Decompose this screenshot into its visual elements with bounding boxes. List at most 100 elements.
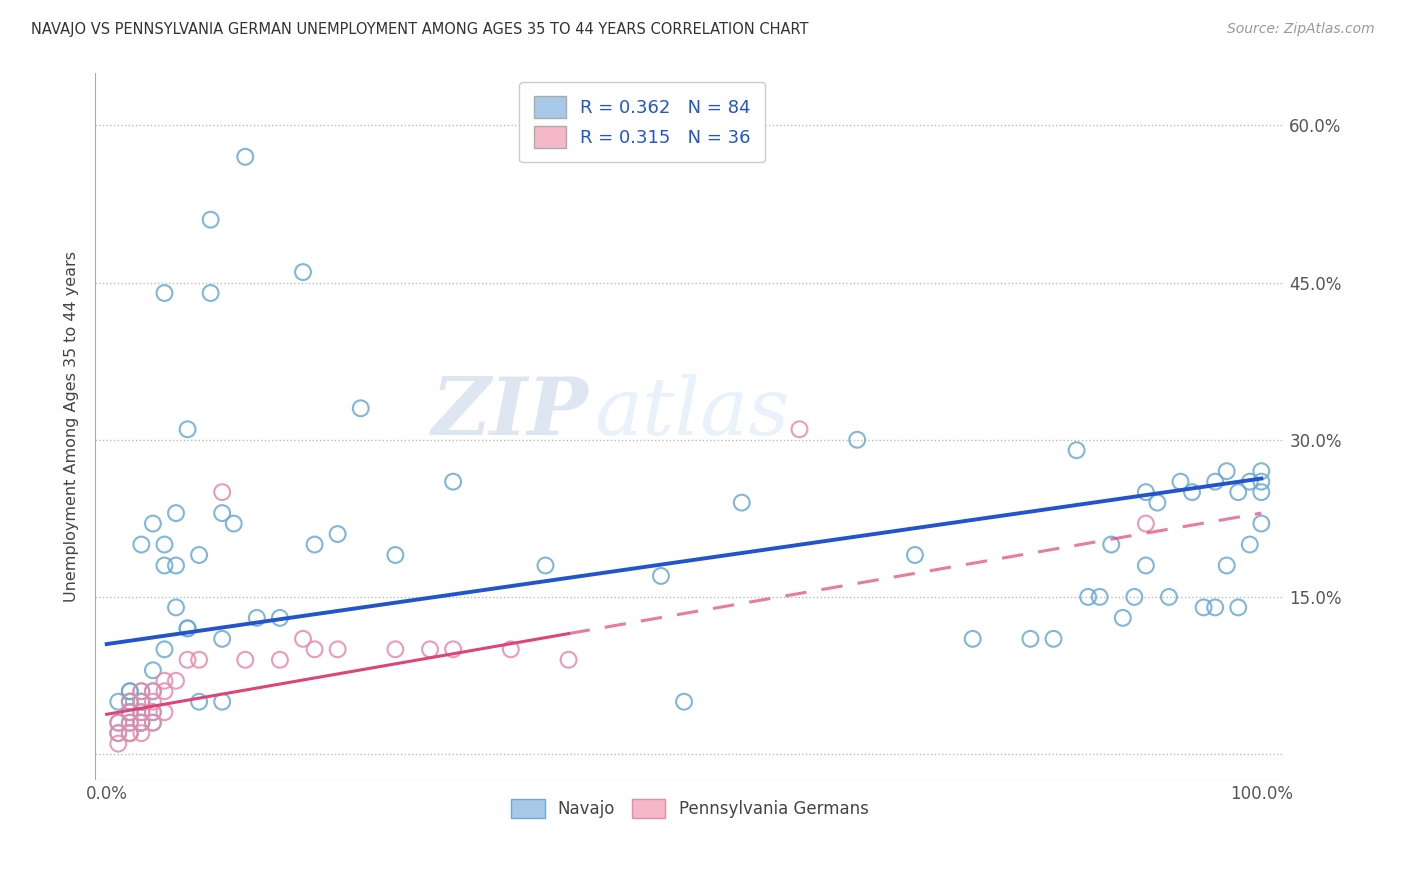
Point <box>233 150 256 164</box>
Point <box>211 506 233 520</box>
Point <box>441 642 464 657</box>
Point <box>233 653 256 667</box>
Point <box>1250 485 1272 500</box>
Point <box>118 705 141 719</box>
Point <box>534 558 557 573</box>
Point <box>1019 632 1042 646</box>
Point <box>176 621 198 635</box>
Point <box>211 485 233 500</box>
Point <box>846 433 869 447</box>
Point <box>384 642 406 657</box>
Point <box>673 695 696 709</box>
Point <box>131 715 153 730</box>
Point <box>1250 475 1272 489</box>
Point <box>131 726 153 740</box>
Point <box>246 611 269 625</box>
Point <box>1135 516 1157 531</box>
Point <box>131 715 153 730</box>
Point <box>153 642 176 657</box>
Point <box>142 684 165 698</box>
Point <box>165 558 187 573</box>
Point <box>176 653 198 667</box>
Point <box>131 695 153 709</box>
Point <box>118 726 141 740</box>
Point <box>1042 632 1064 646</box>
Point <box>1239 537 1261 551</box>
Point <box>118 684 141 698</box>
Point <box>1250 516 1272 531</box>
Point <box>131 684 153 698</box>
Point <box>650 569 672 583</box>
Legend: Navajo, Pennsylvania Germans: Navajo, Pennsylvania Germans <box>505 792 875 825</box>
Point <box>142 715 165 730</box>
Point <box>211 632 233 646</box>
Point <box>1181 485 1204 500</box>
Point <box>118 726 141 740</box>
Point <box>557 653 579 667</box>
Point <box>731 495 754 509</box>
Point <box>107 726 129 740</box>
Point <box>222 516 245 531</box>
Point <box>176 621 198 635</box>
Point <box>107 715 129 730</box>
Point <box>326 642 349 657</box>
Point <box>131 695 153 709</box>
Point <box>142 695 165 709</box>
Point <box>1239 475 1261 489</box>
Point <box>304 537 326 551</box>
Y-axis label: Unemployment Among Ages 35 to 44 years: Unemployment Among Ages 35 to 44 years <box>65 252 79 602</box>
Point <box>188 695 211 709</box>
Point <box>118 684 141 698</box>
Text: NAVAJO VS PENNSYLVANIA GERMAN UNEMPLOYMENT AMONG AGES 35 TO 44 YEARS CORRELATION: NAVAJO VS PENNSYLVANIA GERMAN UNEMPLOYME… <box>31 22 808 37</box>
Point <box>118 715 141 730</box>
Point <box>962 632 984 646</box>
Point <box>153 673 176 688</box>
Point <box>165 506 187 520</box>
Point <box>153 537 176 551</box>
Point <box>269 653 291 667</box>
Point <box>384 548 406 562</box>
Point <box>142 684 165 698</box>
Point <box>789 422 811 436</box>
Point <box>1088 590 1111 604</box>
Point <box>118 705 141 719</box>
Point <box>1192 600 1215 615</box>
Point <box>142 705 165 719</box>
Point <box>118 695 141 709</box>
Point <box>188 653 211 667</box>
Point <box>1135 558 1157 573</box>
Point <box>1227 600 1250 615</box>
Point <box>142 516 165 531</box>
Point <box>1227 485 1250 500</box>
Point <box>107 695 129 709</box>
Point <box>1077 590 1099 604</box>
Point <box>419 642 441 657</box>
Point <box>1146 495 1168 509</box>
Point <box>269 611 291 625</box>
Point <box>200 212 222 227</box>
Point <box>188 548 211 562</box>
Point <box>153 286 176 301</box>
Point <box>1204 600 1226 615</box>
Point <box>131 715 153 730</box>
Point <box>153 558 176 573</box>
Point <box>350 401 373 416</box>
Point <box>1250 464 1272 478</box>
Point <box>1215 464 1237 478</box>
Point <box>1170 475 1192 489</box>
Point <box>131 705 153 719</box>
Point <box>118 726 141 740</box>
Point <box>153 705 176 719</box>
Text: atlas: atlas <box>595 374 790 451</box>
Point <box>1215 558 1237 573</box>
Point <box>292 632 315 646</box>
Point <box>142 705 165 719</box>
Point <box>107 715 129 730</box>
Point <box>131 705 153 719</box>
Point <box>176 422 198 436</box>
Point <box>1135 485 1157 500</box>
Point <box>1066 443 1088 458</box>
Point <box>1123 590 1146 604</box>
Point <box>1204 475 1226 489</box>
Point <box>153 684 176 698</box>
